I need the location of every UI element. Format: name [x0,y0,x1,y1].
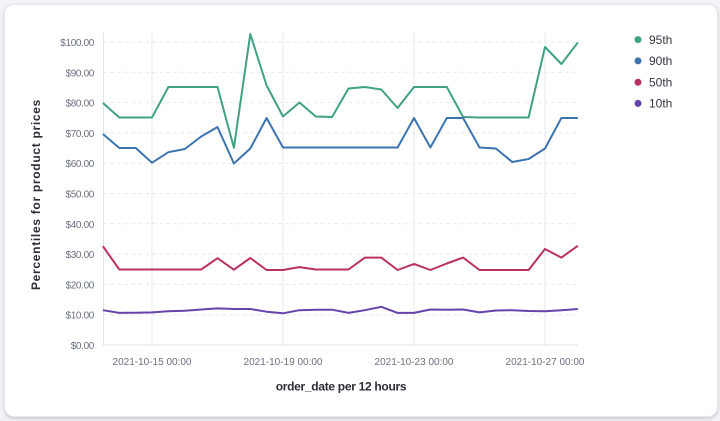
svg-text:$10.00: $10.00 [66,311,95,322]
svg-text:2021-10-15 00:00: 2021-10-15 00:00 [113,357,192,368]
svg-text:10th: 10th [649,97,672,111]
svg-text:$70.00: $70.00 [66,129,95,140]
svg-text:$20.00: $20.00 [66,280,95,291]
svg-text:$50.00: $50.00 [66,190,95,201]
svg-text:2021-10-19 00:00: 2021-10-19 00:00 [244,357,323,368]
svg-text:$60.00: $60.00 [66,159,95,170]
svg-text:$30.00: $30.00 [66,250,95,261]
svg-text:50th: 50th [649,76,672,90]
svg-text:$90.00: $90.00 [66,68,95,79]
svg-text:$80.00: $80.00 [66,99,95,110]
svg-text:2021-10-27 00:00: 2021-10-27 00:00 [506,357,585,368]
svg-text:$40.00: $40.00 [66,220,95,231]
svg-text:2021-10-23 00:00: 2021-10-23 00:00 [375,357,454,368]
svg-text:order_date per 12 hours: order_date per 12 hours [276,379,407,393]
svg-text:$100.00: $100.00 [60,38,94,49]
svg-text:95th: 95th [649,33,672,47]
svg-text:$0.00: $0.00 [71,341,95,352]
svg-text:Percentiles for product prices: Percentiles for product prices [29,99,43,290]
svg-text:90th: 90th [649,54,672,68]
